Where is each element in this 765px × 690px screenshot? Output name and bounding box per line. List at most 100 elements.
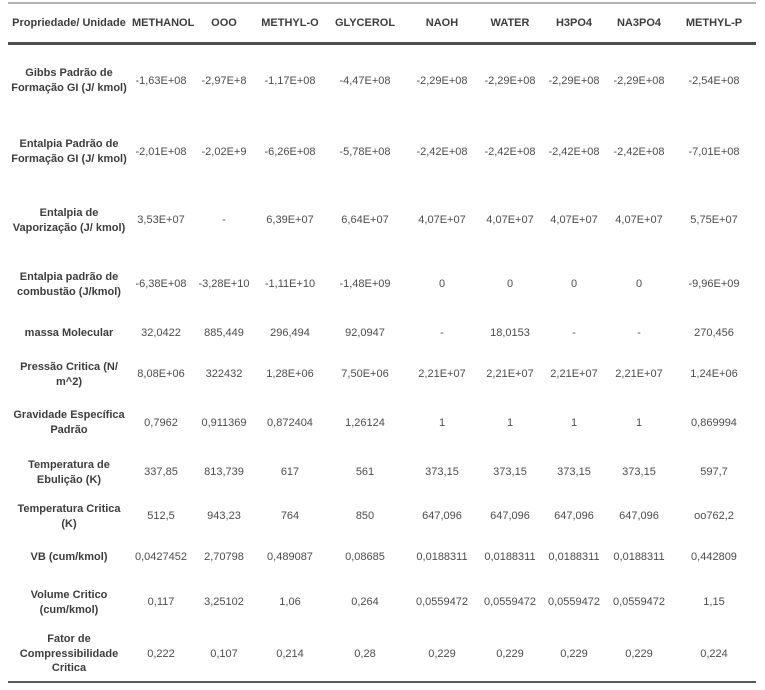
cell-value: 597,7 [700, 466, 728, 479]
cell-value: 3,53E+07 [137, 214, 185, 227]
cell-value: -1,11E+10 [264, 278, 316, 291]
table-row: Fator de Compressibilidade Critica 0,222 0… [8, 627, 756, 682]
cell-value: 7,50E+06 [341, 368, 389, 381]
row-label: Temperatura de Ebulição (K) [28, 458, 110, 486]
cell-value: 1,06 [279, 596, 301, 609]
table-row: VB (cum/kmol) 0,0427452 2,70798 0,489087 0,0… [8, 537, 756, 578]
cell-value: 8,08E+06 [137, 368, 185, 381]
column-header-cell: METHYL-O [256, 3, 324, 45]
cell-value: 1,15 [703, 596, 725, 609]
cell-value: 0,229 [560, 647, 588, 660]
cell-value: -2,29E+08 [484, 74, 536, 87]
cell-value: 813,739 [204, 466, 244, 479]
cell-value: 2,21E+07 [486, 368, 534, 381]
cell-value: 0,0559472 [484, 596, 536, 609]
cell-value: 0,911369 [201, 416, 247, 429]
column-header-cell: GLYCEROL [324, 3, 406, 45]
cell-value: 0,869994 [691, 416, 737, 429]
cell-value: 0,872404 [267, 416, 313, 429]
cell-value: 0,222 [147, 647, 175, 660]
row-label: Entalpia padrão de combustão (J/kmol) [17, 270, 121, 298]
cell-value: 1,24E+06 [690, 368, 738, 381]
cell-value: 0,229 [496, 647, 524, 660]
cell-value: 4,07E+07 [615, 214, 663, 227]
cell-value: 0,0559472 [548, 596, 600, 609]
cell-value: 4,07E+07 [486, 214, 534, 227]
cell-value: 337,85 [144, 466, 178, 479]
cell-value: 0,264 [351, 596, 379, 609]
cell-value: 2,21E+07 [550, 368, 598, 381]
cell-value: 0,0559472 [416, 596, 468, 609]
cell-value: -6,38E+08 [135, 278, 187, 291]
cell-value: 373,15 [622, 466, 656, 479]
cell-value: 32,0422 [141, 326, 181, 339]
cell-value: 647,096 [422, 510, 462, 523]
cell-value: -1,63E+08 [135, 74, 187, 87]
cell-value: -2,29E+08 [416, 74, 468, 87]
row-label: massa Molecular [24, 326, 114, 339]
table-row: Pressão Critica (N/ m^2) 8,08E+06 322432 1,… [8, 352, 756, 397]
cell-value: 1 [570, 416, 578, 429]
cell-value: 270,456 [694, 326, 734, 339]
cell-value: -3,28E+10 [198, 278, 250, 291]
cell-value: 0,117 [147, 596, 175, 609]
cell-value: 0,0427452 [135, 551, 187, 564]
cell-value: 617 [280, 466, 300, 479]
column-header-cell: H3PO4 [542, 3, 606, 45]
cell-value: 850 [355, 510, 375, 523]
cell-value: 1 [506, 416, 514, 429]
table-row: Temperatura Critica (K) 512,5 943,23 764 850… [8, 496, 756, 537]
cell-value: -2,29E+08 [548, 74, 600, 87]
cell-value: 0,08685 [345, 551, 385, 564]
row-label: Gravidade Específica Padrão [13, 409, 125, 436]
cell-value: 0,0188311 [548, 551, 600, 564]
cell-value: -2,54E+08 [688, 74, 740, 87]
cell-value: - [637, 326, 641, 339]
column-header-cell: OOO [192, 3, 256, 45]
cell-value: 373,15 [425, 466, 459, 479]
cell-value: -1,17E+08 [264, 74, 316, 87]
table-row: massa Molecular 32,0422 885,449 296,494 92,0… [8, 314, 756, 352]
row-label: Pressão Critica (N/ m^2) [20, 360, 118, 388]
cell-value: 5,75E+07 [690, 214, 738, 227]
row-label: Fator de Compressibilidade Critica [19, 632, 119, 675]
cell-value: 0 [438, 278, 446, 291]
cell-value: 1,26124 [345, 416, 385, 429]
cell-value: 373,15 [557, 466, 591, 479]
cell-value: oo762,2 [694, 510, 734, 523]
cell-value: 6,39E+07 [266, 214, 314, 227]
cell-value: - [440, 326, 444, 339]
table-row: Volume Critico (cum/kmol) 0,117 3,25102 1,0… [8, 578, 756, 627]
cell-value: 647,096 [619, 510, 659, 523]
cell-value: -2,42E+08 [613, 145, 665, 158]
cell-value: 2,21E+07 [615, 368, 663, 381]
cell-value: 373,15 [493, 466, 527, 479]
column-header-cell: METHYL-P [672, 3, 756, 45]
cell-value: 0 [635, 278, 643, 291]
cell-value: 0 [506, 278, 514, 291]
cell-value: 0,214 [276, 647, 304, 660]
cell-value: 0,107 [210, 647, 238, 660]
cell-value: - [572, 326, 576, 339]
cell-value: 4,07E+07 [550, 214, 598, 227]
cell-value: - [222, 214, 226, 227]
cell-value: -2,02E+9 [201, 145, 247, 158]
cell-value: 1,28E+06 [266, 368, 314, 381]
cell-value: -4,47E+08 [339, 74, 391, 87]
cell-value: 6,64E+07 [341, 214, 389, 227]
cell-value: 2,70798 [204, 551, 244, 564]
cell-value: 296,494 [270, 326, 310, 339]
cell-value: -2,42E+08 [416, 145, 468, 158]
cell-value: -9,96E+09 [688, 278, 740, 291]
table-row: Gravidade Específica Padrão 0,7962 0,91136… [8, 397, 756, 449]
cell-value: 1 [635, 416, 643, 429]
row-label: VB (cum/kmol) [30, 551, 108, 564]
corner-header-cell: Propriedade/ Unidade [8, 3, 130, 45]
cell-value: 943,23 [207, 510, 241, 523]
column-header-cell: NA3PO4 [606, 3, 672, 45]
cell-value: 0,0188311 [613, 551, 665, 564]
column-header-cell: NAOH [406, 3, 478, 45]
column-header-cell: METHANOL [130, 3, 194, 45]
table-row: Entalpia padrão de combustão (J/kmol) -6,… [8, 255, 756, 314]
